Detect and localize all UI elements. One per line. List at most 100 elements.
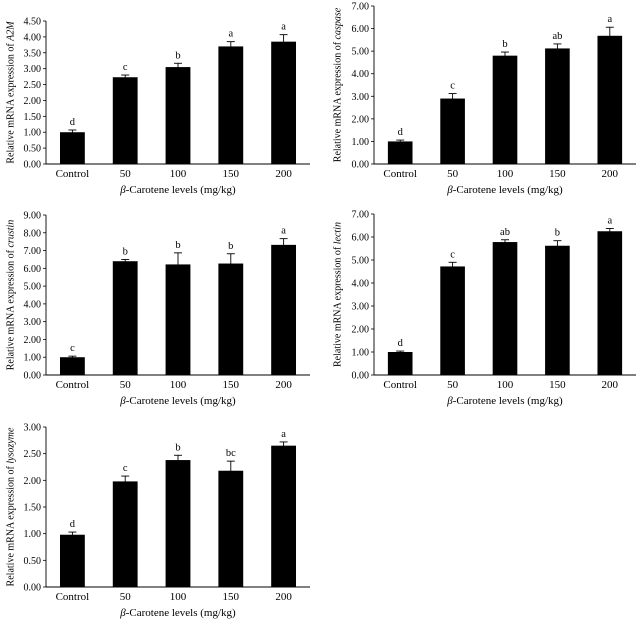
y-tick-label: 3.50 [24,48,42,59]
bar-150 [545,245,570,375]
significance-label: a [281,22,286,33]
y-axis-label: Relative mRNA expression of lysozyme [6,427,17,586]
chart-panel-lectin: 0.00 1.00 2.00 3.00 4.00 5.00 6.00 7.00 d Control… [333,210,636,407]
y-tick-label: 5.00 [352,256,370,267]
significance-label: c [123,62,128,73]
x-tick-label: Control [56,379,90,391]
y-tick-label: 2.00 [352,325,370,336]
x-axis-label: β-Carotene levels (mg/kg) [119,395,236,407]
y-tick-label: 0.00 [24,583,42,594]
y-tick-label: 2.50 [24,449,42,460]
y-tick-label: 0.50 [24,556,42,567]
y-tick-label: 2.50 [24,80,42,91]
x-axis-label: β-Carotene levels (mg/kg) [446,184,563,196]
x-tick-label: 200 [275,168,292,180]
bar-100 [165,67,191,164]
chart-panel-A2M: 0.00 0.50 1.00 1.50 2.00 2.50 3.00 3.50 4.00 4.50… [6,17,310,196]
bar-150 [545,48,570,165]
y-tick-label: 2.00 [24,476,42,487]
chart-panel-lysozyme: 0.00 0.50 1.00 1.50 2.00 2.50 3.00 d Control c 50 b… [6,423,310,619]
y-tick-label: 3.00 [24,64,42,75]
x-tick-label: Control [56,591,90,603]
bar-Control [59,357,85,375]
bar-150 [218,46,244,164]
x-tick-label: 50 [120,168,132,180]
bar-200 [271,244,297,375]
x-tick-label: 150 [549,379,566,391]
significance-label: c [450,249,455,260]
bar-50 [440,266,465,375]
y-tick-label: 9.00 [24,211,42,222]
y-tick-label: 4.00 [24,32,42,43]
x-tick-label: 150 [223,168,240,180]
significance-label: b [555,228,560,239]
y-tick-label: 0.00 [352,160,370,171]
bar-Control [59,132,85,164]
bar-50 [112,261,138,375]
bar-Control [59,534,85,587]
chart-panel-crustin: 0.00 1.00 2.00 3.00 4.00 5.00 6.00 7.00 8.00 9.00… [6,211,310,407]
x-tick-label: 100 [497,379,514,391]
y-tick-label: 4.00 [352,69,370,80]
y-tick-label: 1.00 [352,348,370,359]
significance-label: c [123,463,128,474]
bar-200 [271,445,297,587]
significance-label: b [502,39,507,50]
x-tick-label: 100 [170,379,187,391]
bar-200 [271,41,297,164]
x-axis-label: β-Carotene levels (mg/kg) [119,607,236,619]
y-tick-label: 2.00 [352,114,370,125]
significance-label: a [607,14,612,25]
bar-50 [112,481,138,587]
x-tick-label: 200 [275,379,292,391]
y-tick-label: 1.50 [24,503,42,514]
x-tick-label: 200 [602,379,619,391]
significance-label: c [450,81,455,92]
y-tick-label: 2.00 [24,335,42,346]
significance-label: c [70,343,75,354]
significance-label: d [398,127,404,138]
x-tick-label: 150 [549,168,566,180]
x-tick-label: 100 [170,168,187,180]
y-tick-label: 3.00 [352,92,370,103]
y-tick-label: 5.00 [24,282,42,293]
y-tick-label: 1.00 [352,137,370,148]
y-tick-label: 8.00 [24,228,42,239]
x-tick-label: 100 [497,168,514,180]
significance-label: b [175,442,180,453]
y-tick-label: 1.00 [24,128,42,139]
y-tick-label: 7.00 [24,246,42,257]
x-tick-label: 50 [447,168,459,180]
y-tick-label: 5.00 [352,47,370,58]
x-axis-label: β-Carotene levels (mg/kg) [119,184,236,196]
y-tick-label: 1.00 [24,353,42,364]
x-tick-label: 200 [602,168,619,180]
significance-label: a [281,226,286,237]
significance-label: a [281,429,286,440]
y-axis-label: Relative mRNA expression of lectin [333,222,344,367]
bar-100 [492,55,518,164]
x-axis-label: β-Carotene levels (mg/kg) [446,395,563,407]
y-tick-label: 0.00 [24,371,42,382]
y-tick-label: 4.50 [24,17,42,28]
significance-label: ab [552,31,562,42]
significance-label: a [228,29,233,40]
y-tick-label: 4.00 [352,279,370,290]
y-axis-label: Relative mRNA expression of crustin [6,220,17,371]
bar-100 [165,264,191,375]
y-tick-label: 0.50 [24,144,42,155]
y-tick-label: 2.00 [24,96,42,107]
y-tick-label: 3.00 [24,423,42,434]
y-axis-label: Relative mRNA expression of A2M [6,21,17,164]
bar-200 [597,231,623,375]
y-tick-label: 7.00 [352,2,370,13]
y-tick-label: 0.00 [352,371,370,382]
significance-label: bc [226,448,236,459]
significance-label: ab [500,227,510,238]
bar-Control [387,352,413,375]
y-tick-label: 6.00 [352,233,370,244]
bar-100 [492,242,518,375]
x-tick-label: Control [56,168,90,180]
x-tick-label: 150 [223,379,240,391]
